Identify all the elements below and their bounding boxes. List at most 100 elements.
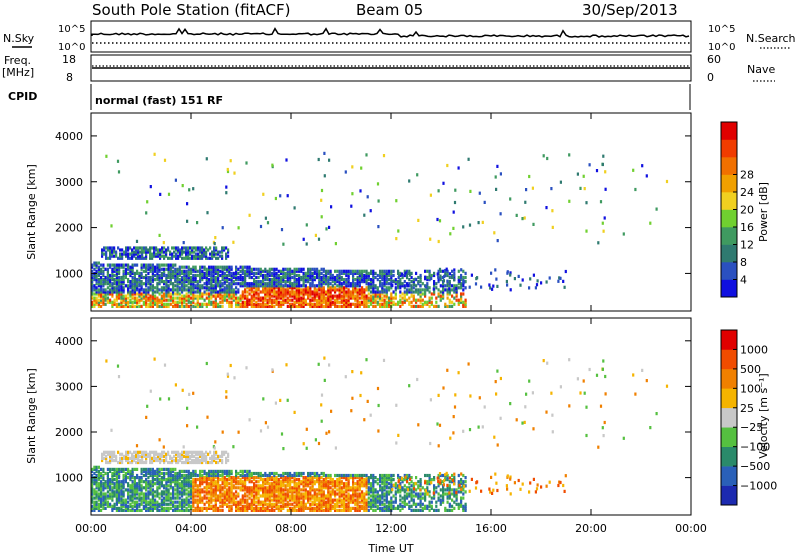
range-cell	[199, 496, 202, 500]
range-cell	[167, 192, 171, 196]
range-cell	[363, 298, 366, 302]
range-cell	[147, 476, 150, 480]
range-cell	[356, 288, 359, 292]
range-cell	[138, 486, 141, 490]
range-cell	[115, 298, 118, 302]
range-cell	[178, 265, 181, 269]
range-cell	[370, 294, 373, 298]
range-cell	[379, 294, 382, 298]
range-cell	[239, 282, 242, 286]
range-cell	[295, 269, 298, 273]
range-cell	[97, 471, 100, 476]
range-cell	[295, 292, 298, 296]
range-cell	[397, 280, 400, 284]
range-cell	[185, 273, 188, 278]
range-cell	[111, 275, 114, 280]
range-cell	[169, 502, 172, 506]
range-cell	[509, 288, 512, 292]
range-cell	[429, 193, 432, 197]
range-cell	[203, 275, 206, 280]
range-cell	[421, 292, 424, 296]
range-cell	[160, 508, 163, 512]
range-cell	[129, 290, 132, 294]
range-cell	[266, 498, 269, 502]
range-cell	[334, 286, 337, 290]
range-cell	[118, 498, 121, 502]
range-cell	[111, 498, 114, 502]
range-cell	[214, 292, 217, 296]
range-cell	[493, 231, 496, 235]
range-cell	[178, 486, 181, 490]
range-cell	[408, 300, 411, 304]
range-cell	[313, 284, 316, 288]
range-cell	[192, 471, 195, 476]
range-cell	[104, 298, 107, 302]
range-cell	[163, 473, 166, 478]
range-cell	[187, 300, 190, 304]
range-cell	[127, 496, 130, 500]
range-cell	[187, 280, 190, 284]
range-cell	[354, 490, 357, 494]
range-cell	[241, 506, 244, 510]
range-cell	[101, 250, 104, 254]
range-cell	[120, 275, 123, 280]
range-cell	[199, 269, 202, 273]
range-cell	[313, 290, 316, 294]
range-cell	[172, 265, 175, 269]
range-cell	[122, 476, 125, 480]
range-cell	[223, 494, 226, 498]
range-cell	[349, 271, 352, 275]
range-cell	[470, 273, 473, 277]
range-cell	[201, 252, 204, 256]
range-cell	[149, 471, 152, 476]
range-cell	[106, 275, 109, 280]
range-cell	[219, 296, 222, 300]
range-cell	[181, 304, 184, 308]
range-cell	[546, 156, 549, 161]
range-cell	[147, 302, 150, 306]
range-cell	[205, 496, 208, 500]
range-cell	[223, 280, 226, 284]
range-cell	[217, 498, 220, 502]
range-cell	[266, 508, 269, 512]
range-cell	[95, 298, 98, 302]
range-cell	[145, 250, 148, 254]
range-cell	[361, 496, 364, 500]
range-cell	[95, 506, 98, 510]
range-cell	[156, 482, 159, 486]
range-cell	[311, 476, 314, 480]
range-cell	[201, 480, 204, 484]
range-cell	[185, 478, 188, 482]
range-cell	[259, 271, 262, 275]
range-cell	[151, 484, 154, 488]
range-cell	[255, 494, 258, 498]
range-cell	[147, 250, 150, 254]
range-cell	[102, 292, 105, 296]
range-cell	[208, 302, 211, 306]
range-cell	[338, 478, 341, 482]
range-cell	[136, 486, 139, 490]
range-cell	[91, 504, 94, 508]
range-cell	[122, 288, 125, 292]
range-cell	[118, 296, 121, 300]
range-cell	[113, 494, 116, 498]
range-cell	[302, 296, 305, 300]
range-cell	[223, 486, 226, 490]
range-cell	[100, 490, 103, 494]
range-cell	[408, 288, 411, 292]
range-cell	[343, 298, 346, 302]
range-cell	[545, 206, 548, 210]
range-cell	[212, 278, 215, 282]
range-cell	[264, 275, 267, 280]
range-cell	[163, 302, 166, 306]
range-cell	[426, 284, 429, 288]
range-cell	[300, 508, 303, 512]
range-cell	[588, 163, 591, 167]
range-cell	[244, 282, 247, 286]
range-cell	[419, 292, 422, 296]
range-cell	[129, 256, 132, 260]
range-cell	[226, 480, 229, 484]
range-cell	[277, 284, 280, 288]
range-cell	[367, 502, 370, 506]
